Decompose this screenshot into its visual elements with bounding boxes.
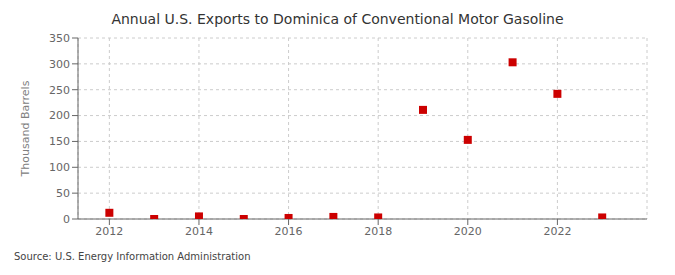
- html-text:Source: U.S. Energy Informatio: Source: U.S. Energy Information Administ…: [14, 251, 251, 262]
- svg-text:300: 300: [49, 58, 70, 71]
- svg-text:2012: 2012: [95, 225, 123, 238]
- svg-text:250: 250: [49, 84, 70, 97]
- svg-text:Thousand Barrels: Thousand Barrels: [19, 80, 32, 177]
- html-text:Annual U.S. Exports to Dominic: Annual U.S. Exports to Dominica of Conve…: [111, 11, 564, 27]
- svg-text:2022: 2022: [543, 225, 571, 238]
- svg-text:200: 200: [49, 109, 70, 122]
- svg-text:2018: 2018: [364, 225, 392, 238]
- svg-text:50: 50: [56, 187, 70, 200]
- svg-text:150: 150: [49, 135, 70, 148]
- svg-text:100: 100: [49, 161, 70, 174]
- svg-text:2020: 2020: [454, 225, 482, 238]
- svg-text:2016: 2016: [275, 225, 303, 238]
- svg-text:350: 350: [49, 32, 70, 45]
- svg-text:2014: 2014: [185, 225, 213, 238]
- svg-text:0: 0: [63, 213, 70, 226]
